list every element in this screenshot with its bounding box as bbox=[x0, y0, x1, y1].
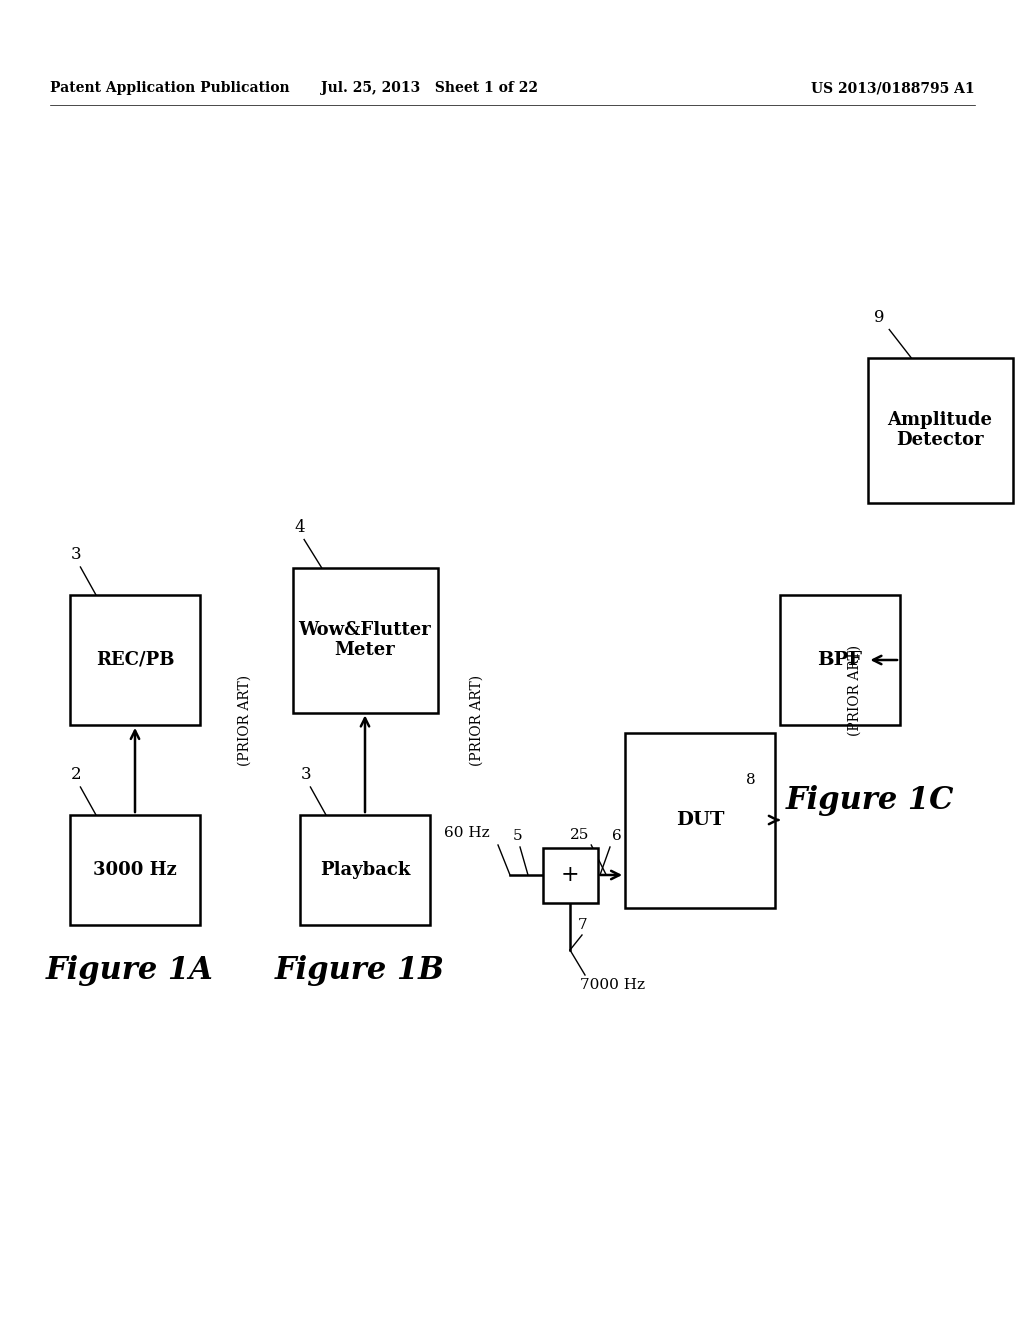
Bar bbox=[70, 595, 200, 725]
Bar bbox=[70, 814, 200, 925]
Text: +: + bbox=[561, 865, 580, 886]
Text: 3: 3 bbox=[301, 766, 312, 783]
Text: Figure 1C: Figure 1C bbox=[785, 784, 954, 816]
Text: Playback: Playback bbox=[319, 861, 411, 879]
Bar bbox=[780, 595, 900, 725]
Text: 8: 8 bbox=[745, 774, 756, 787]
Text: 3: 3 bbox=[72, 546, 82, 564]
Text: Patent Application Publication: Patent Application Publication bbox=[50, 81, 290, 95]
Text: (PRIOR ART): (PRIOR ART) bbox=[848, 644, 862, 735]
Text: REC/PB: REC/PB bbox=[96, 651, 174, 669]
Text: 7: 7 bbox=[578, 917, 588, 932]
Text: 60 Hz: 60 Hz bbox=[444, 826, 490, 840]
Text: 7000 Hz: 7000 Hz bbox=[580, 978, 645, 993]
Bar bbox=[293, 568, 437, 713]
Text: BPF: BPF bbox=[817, 651, 862, 669]
Text: Amplitude
Detector: Amplitude Detector bbox=[888, 411, 992, 449]
Text: Figure 1A: Figure 1A bbox=[46, 954, 214, 986]
Text: (PRIOR ART): (PRIOR ART) bbox=[470, 675, 484, 766]
Text: 4: 4 bbox=[295, 519, 305, 536]
Text: Jul. 25, 2013   Sheet 1 of 22: Jul. 25, 2013 Sheet 1 of 22 bbox=[322, 81, 539, 95]
Bar bbox=[867, 358, 1013, 503]
Text: (PRIOR ART): (PRIOR ART) bbox=[238, 675, 252, 766]
Text: 25: 25 bbox=[570, 828, 589, 842]
Text: Figure 1B: Figure 1B bbox=[275, 954, 445, 986]
Text: US 2013/0188795 A1: US 2013/0188795 A1 bbox=[811, 81, 975, 95]
Text: 5: 5 bbox=[513, 829, 523, 843]
Text: 2: 2 bbox=[72, 766, 82, 783]
Text: 3000 Hz: 3000 Hz bbox=[93, 861, 177, 879]
Bar bbox=[300, 814, 430, 925]
Text: 9: 9 bbox=[874, 309, 885, 326]
Text: Wow&Flutter
Meter: Wow&Flutter Meter bbox=[299, 620, 431, 660]
Bar bbox=[625, 733, 775, 908]
Bar bbox=[543, 847, 597, 903]
Text: DUT: DUT bbox=[676, 810, 724, 829]
Text: 6: 6 bbox=[612, 829, 622, 843]
